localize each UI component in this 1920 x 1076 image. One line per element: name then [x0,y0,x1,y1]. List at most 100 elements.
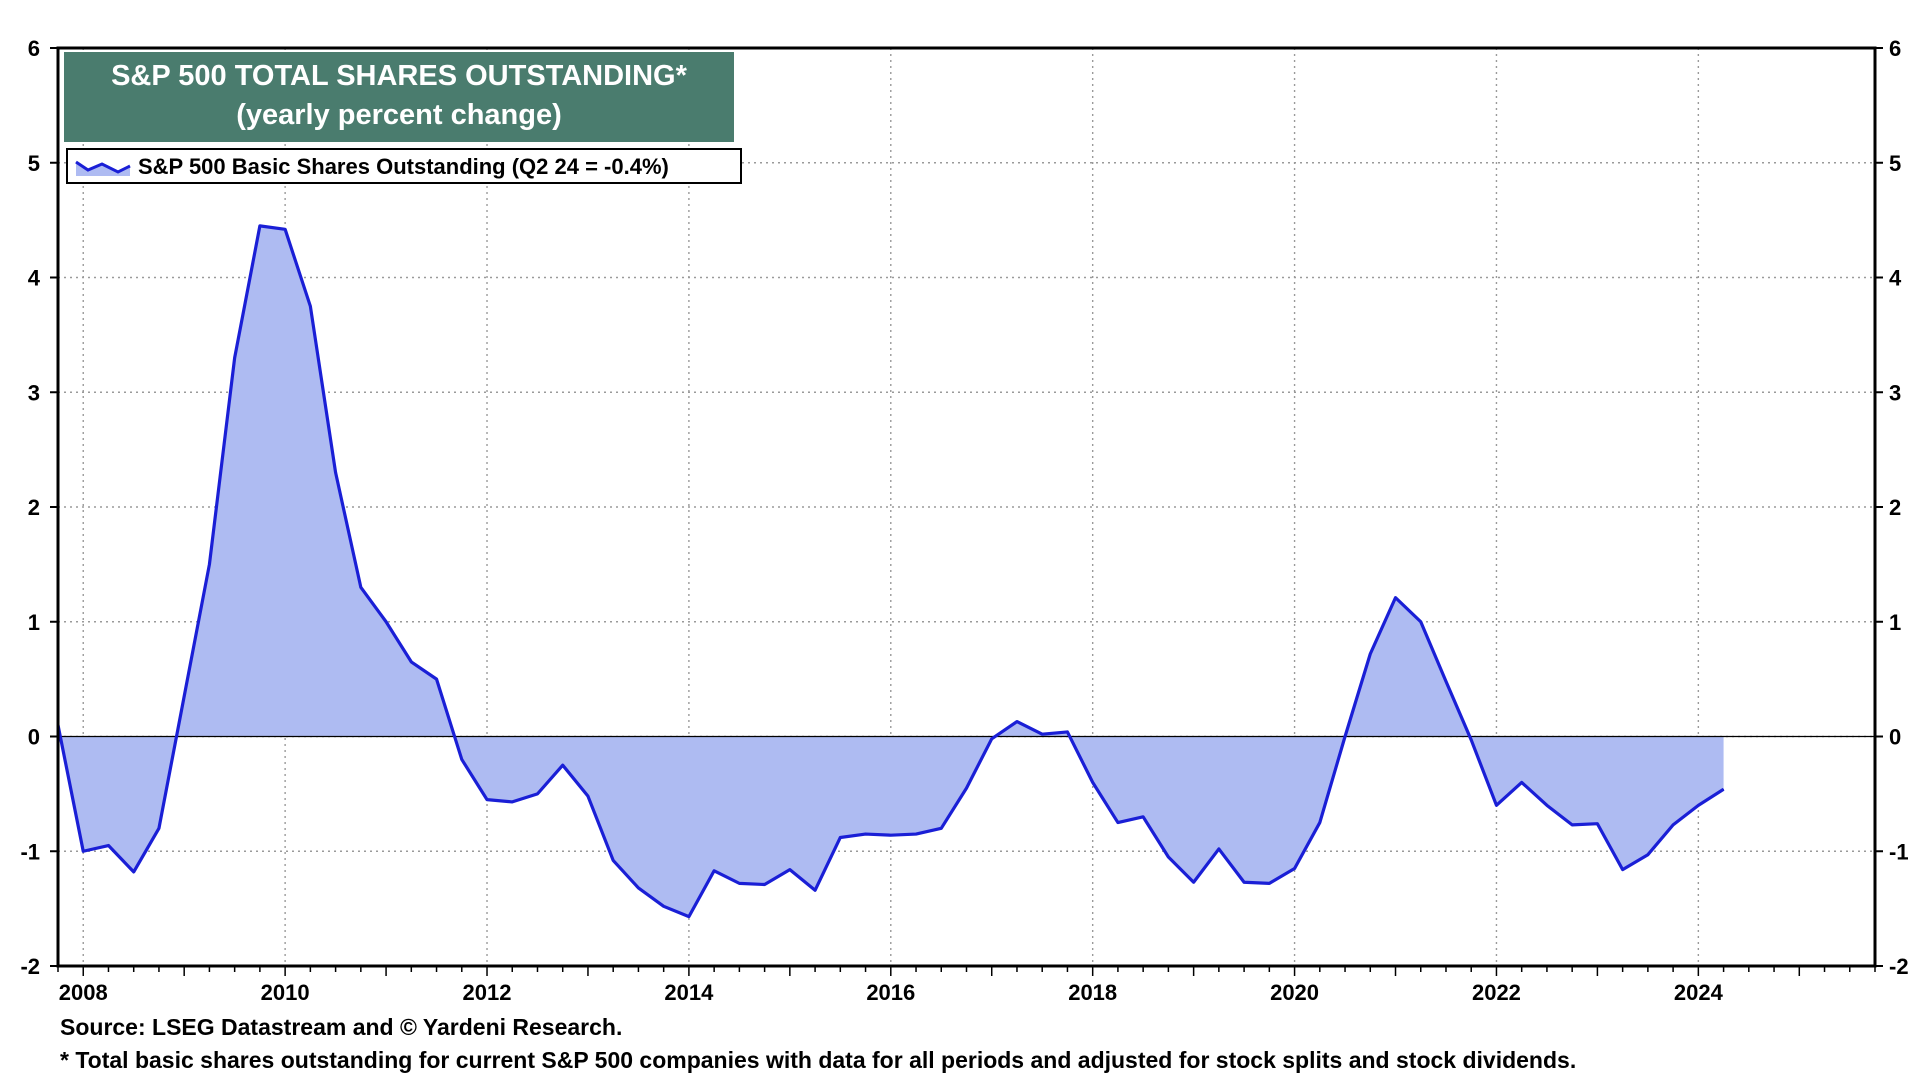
plot-area [56,224,1875,919]
data-point [865,833,867,835]
data-point [133,871,135,873]
data-point [259,225,261,227]
data-point [814,889,816,891]
legend: S&P 500 Basic Shares Outstanding (Q2 24 … [66,148,742,184]
data-point [738,882,740,884]
data-point [713,870,715,872]
data-point [158,827,160,829]
data-point [1193,881,1195,883]
data-point [612,859,614,861]
x-tick-label: 2014 [664,980,714,1005]
data-point [1470,739,1472,741]
data-point [1672,824,1674,826]
axis-ticks: 6 6 5 5 4 4 3 3 2 2 1 1 0 0 -1 -1 -2 -2 2008 2010 2012 2014 20… [20,36,1908,1005]
x-tick-label: 2020 [1270,980,1319,1005]
data-point [82,850,84,852]
data-point [1092,781,1094,783]
data-point [1167,856,1169,858]
y-tick-label-right: 4 [1889,266,1902,291]
x-tick-label: 2012 [463,980,512,1005]
data-point [234,357,236,359]
data-point [1268,882,1270,884]
y-tick-label-left: 4 [28,266,41,291]
y-tick-label-right: 2 [1889,495,1901,520]
data-point [1495,804,1497,806]
data-point [1596,823,1598,825]
y-tick-label-left: 0 [28,725,40,750]
footnote: * Total basic shares outstanding for cur… [60,1047,1577,1073]
data-point [410,661,412,663]
chart-subtitle: (yearly percent change) [236,99,562,131]
data-point [1445,680,1447,682]
data-point [562,764,564,766]
data-point [309,305,311,307]
y-tick-label-left: 6 [28,36,40,61]
data-point [915,833,917,835]
data-point [1647,854,1649,856]
data-point [183,695,185,697]
data-point [461,758,463,760]
source-note: Source: LSEG Datastream and © Yardeni Re… [60,1014,623,1040]
data-point [587,795,589,797]
y-tick-label-left: -2 [20,954,40,979]
chart-title-box: S&P 500 TOTAL SHARES OUTSTANDING* (yearl… [64,52,734,142]
data-point [637,887,639,889]
data-point [1117,822,1119,824]
series-area [58,225,1724,917]
x-tick-label: 2016 [866,980,915,1005]
data-point [940,827,942,829]
data-point [436,678,438,680]
y-tick-label-left: 1 [28,610,40,635]
data-point [1218,848,1220,850]
data-point [1546,804,1548,806]
x-tick-label: 2008 [59,980,108,1005]
y-tick-label-right: 6 [1889,36,1901,61]
data-point [1571,824,1573,826]
y-tick-label-right: 0 [1889,725,1901,750]
y-tick-label-left: -1 [20,839,40,864]
data-point [890,834,892,836]
data-point [335,472,337,474]
data-point [1369,653,1371,655]
y-tick-label-right: -1 [1889,839,1909,864]
data-point [1016,721,1018,723]
data-point [1294,867,1296,869]
data-point [1420,621,1422,623]
y-tick-label-left: 3 [28,380,40,405]
legend-label: S&P 500 Basic Shares Outstanding (Q2 24 … [138,154,669,179]
data-point [1521,781,1523,783]
x-tick-label: 2022 [1472,980,1521,1005]
data-point [511,801,513,803]
data-point [991,738,993,740]
y-tick-label-right: 1 [1889,610,1901,635]
y-tick-label-right: -2 [1889,954,1909,979]
data-point [663,905,665,907]
x-tick-label: 2024 [1674,980,1724,1005]
data-point [764,884,766,886]
data-point [385,621,387,623]
y-tick-label-left: 2 [28,495,40,520]
data-point [1395,597,1397,599]
data-point [688,916,690,918]
data-point [1041,733,1043,735]
data-point [536,793,538,795]
data-point [789,869,791,871]
data-point [486,799,488,801]
y-tick-label-left: 5 [28,151,40,176]
legend-swatch [75,160,131,176]
data-point [839,836,841,838]
data-point [107,845,109,847]
data-point [360,586,362,588]
y-tick-label-right: 3 [1889,380,1901,405]
data-point [966,787,967,789]
chart-title: S&P 500 TOTAL SHARES OUTSTANDING* [111,60,687,92]
data-point [1697,804,1699,806]
x-tick-label: 2010 [261,980,310,1005]
data-point [1319,822,1321,824]
data-point [1142,816,1144,818]
data-point [1066,731,1068,733]
data-point [1723,788,1725,790]
data-point [1622,869,1624,871]
x-tick-label: 2018 [1068,980,1117,1005]
